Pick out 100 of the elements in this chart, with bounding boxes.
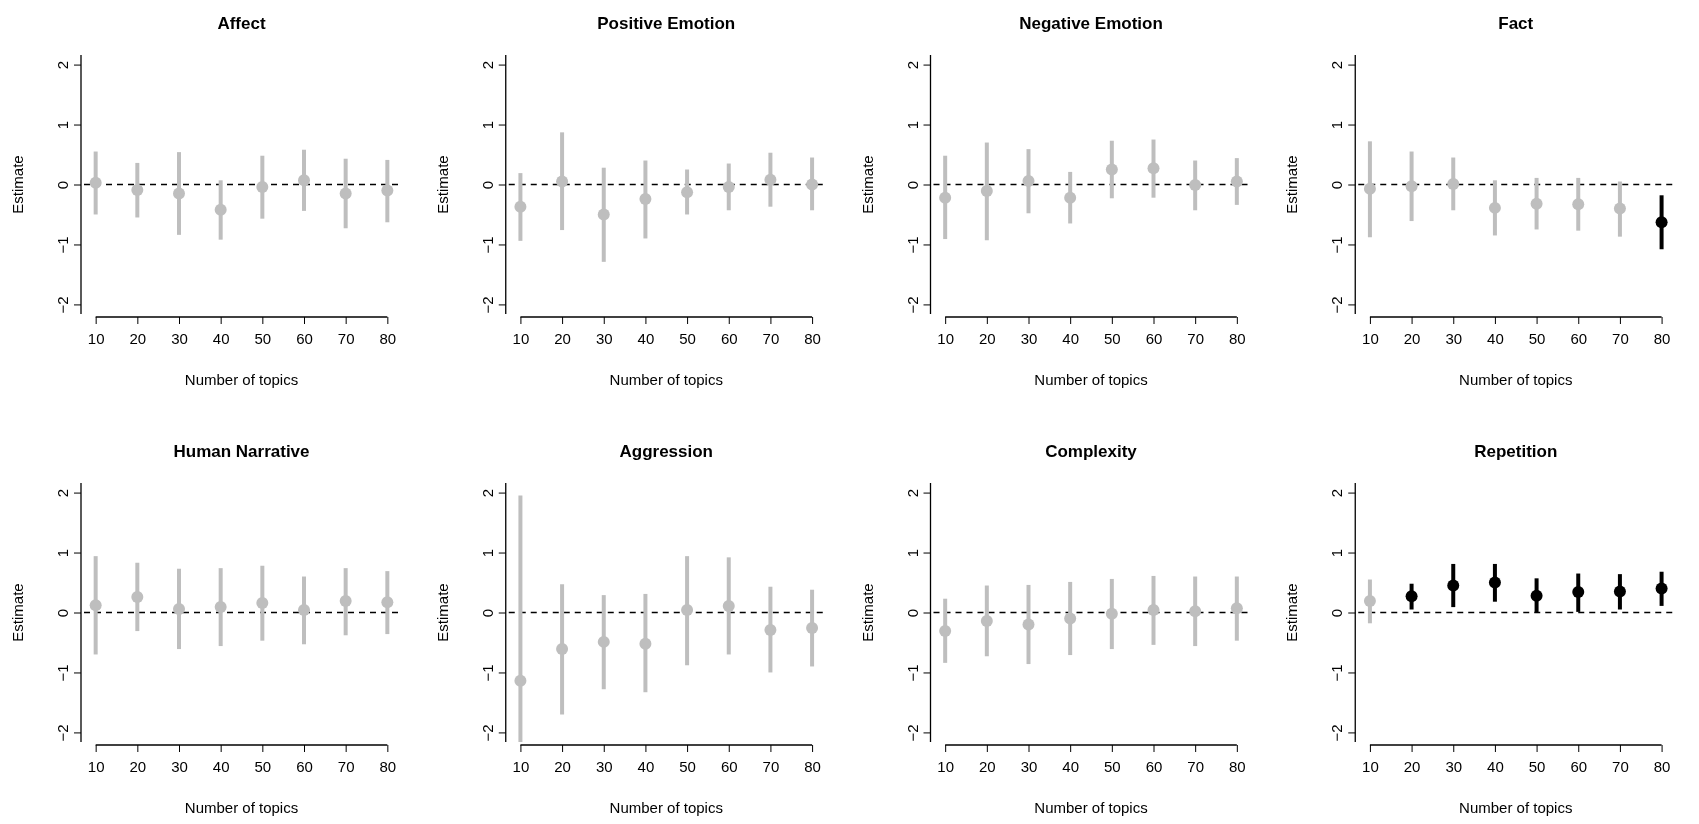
point: [1655, 216, 1668, 229]
x-tick-label: 60: [1145, 329, 1163, 347]
y-tick-label: −2: [903, 724, 921, 742]
point: [1022, 618, 1035, 631]
point: [1105, 607, 1118, 620]
point: [1572, 586, 1585, 599]
x-tick-label: 80: [804, 329, 821, 347]
point: [1530, 589, 1543, 602]
y-tick-label: −2: [478, 724, 496, 742]
x-tick-label: 30: [1445, 757, 1463, 775]
y-tick-label: −2: [903, 296, 921, 314]
y-axis-title: Estimate: [858, 155, 876, 214]
point: [597, 208, 610, 221]
x-tick-label: 10: [87, 757, 105, 775]
y-tick-label: −1: [903, 236, 921, 254]
y-tick-label: −1: [478, 664, 496, 682]
x-tick-label: 50: [254, 329, 272, 347]
x-tick-label: 10: [1362, 329, 1379, 347]
x-tick-label: 40: [1487, 329, 1504, 347]
x-axis-title: Number of topics: [1034, 799, 1148, 816]
x-axis-title: Number of topics: [609, 799, 723, 816]
x-tick-label: 50: [1528, 329, 1546, 347]
point: [131, 183, 144, 196]
chart-title: Aggression: [619, 442, 714, 461]
x-tick-label: 20: [1403, 757, 1421, 775]
point: [1363, 595, 1376, 608]
point: [214, 601, 227, 614]
point: [1613, 202, 1626, 215]
y-tick-label: −2: [1328, 724, 1346, 742]
x-tick-label: 10: [937, 757, 955, 775]
point: [1447, 177, 1460, 190]
x-tick-label: 40: [212, 329, 230, 347]
y-tick-label: −2: [478, 296, 496, 314]
y-tick-label: 2: [903, 60, 921, 70]
point: [89, 176, 102, 189]
point: [1189, 605, 1202, 618]
x-tick-label: 20: [1403, 329, 1421, 347]
y-axis-title: Estimate: [1283, 583, 1301, 642]
point: [1230, 175, 1243, 188]
y-tick-label: 0: [478, 608, 496, 618]
point: [1613, 585, 1626, 598]
point: [298, 604, 310, 617]
chart-title: Affect: [217, 14, 266, 33]
y-tick-label: 1: [903, 548, 921, 558]
x-tick-label: 10: [87, 329, 105, 347]
y-axis-title: Estimate: [858, 583, 876, 642]
y-tick-label: 0: [54, 608, 71, 618]
x-tick-label: 60: [1570, 329, 1588, 347]
point: [381, 184, 394, 197]
point: [339, 187, 352, 200]
point: [639, 637, 652, 650]
x-tick-label: 40: [637, 329, 655, 347]
point: [806, 178, 819, 191]
y-tick-label: 1: [478, 120, 496, 130]
point: [1655, 582, 1668, 595]
x-tick-label: 70: [337, 757, 355, 775]
point: [131, 590, 144, 603]
x-tick-label: 70: [337, 329, 355, 347]
y-tick-label: 0: [1328, 180, 1346, 190]
point: [514, 674, 527, 687]
y-tick-label: 0: [1328, 608, 1346, 618]
y-tick-label: −2: [54, 296, 71, 314]
y-tick-label: −2: [1328, 296, 1346, 314]
x-tick-label: 10: [1362, 757, 1379, 775]
point: [1363, 182, 1376, 195]
y-tick-label: −1: [1328, 236, 1346, 254]
chart-title: Positive Emotion: [597, 14, 736, 33]
point: [1105, 163, 1118, 176]
x-tick-label: 40: [1487, 757, 1504, 775]
point: [1147, 162, 1160, 175]
x-tick-label: 70: [1612, 757, 1629, 775]
y-tick-label: 2: [54, 488, 71, 498]
x-tick-label: 50: [1103, 757, 1121, 775]
y-tick-label: 2: [478, 488, 496, 498]
x-tick-label: 20: [129, 757, 147, 775]
y-tick-label: −1: [478, 236, 496, 254]
point: [173, 602, 185, 615]
y-tick-label: −1: [903, 664, 921, 682]
x-tick-label: 30: [1020, 757, 1038, 775]
point: [381, 596, 394, 609]
chart-title: Fact: [1498, 14, 1534, 33]
point: [1488, 201, 1501, 214]
point: [980, 185, 993, 198]
point: [764, 173, 777, 186]
x-tick-label: 30: [171, 329, 188, 347]
point: [298, 174, 310, 187]
x-tick-label: 60: [720, 329, 738, 347]
y-tick-label: 2: [1328, 488, 1346, 498]
y-axis-title: Estimate: [433, 583, 451, 642]
x-tick-label: 60: [720, 757, 738, 775]
chart-title: Negative Emotion: [1019, 14, 1163, 33]
y-tick-label: 1: [54, 120, 71, 130]
y-tick-label: 1: [478, 548, 496, 558]
point: [764, 623, 777, 636]
x-tick-label: 10: [512, 757, 530, 775]
x-tick-label: 80: [1228, 757, 1246, 775]
y-tick-label: 2: [54, 60, 71, 70]
x-tick-label: 20: [978, 757, 996, 775]
y-axis-title: Estimate: [9, 155, 26, 214]
y-tick-label: 2: [903, 488, 921, 498]
